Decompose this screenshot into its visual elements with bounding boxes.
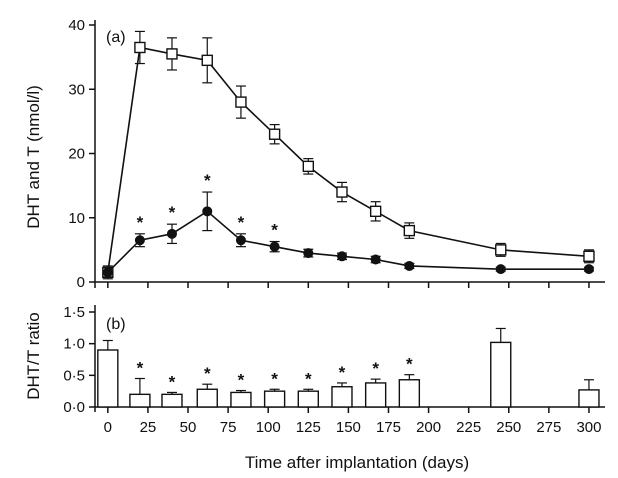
significance-star: * (305, 369, 312, 388)
panel-b-bars: * * * * * * * * * (97, 327, 600, 408)
ratio-bar (578, 389, 600, 408)
significance-star: * (406, 355, 413, 374)
x-tick-label: 50 (180, 419, 197, 436)
panel-b-axes: 0·0 0·5 1·0 1·5 0 25 50 75 100 125 150 175 200 225 250… (63, 304, 605, 436)
panel-b-y-tick-label: 1·5 (63, 304, 85, 321)
significance-star: * (137, 213, 144, 232)
open-square-marker (336, 186, 348, 198)
panel-a-y-tick-label: 30 (68, 81, 85, 98)
x-tick-label: 125 (296, 419, 321, 436)
significance-star: * (169, 372, 176, 391)
ratio-bar (230, 391, 252, 408)
open-square-marker (583, 250, 595, 263)
filled-circle-marker (202, 206, 213, 217)
open-square-marker (134, 41, 146, 54)
significance-star: * (137, 359, 144, 378)
series-line (107, 210, 589, 273)
ratio-bar (364, 382, 387, 408)
panel-b-label: (b) (106, 316, 126, 333)
significance-star: * (271, 369, 278, 388)
x-tick-label: 150 (336, 419, 361, 436)
open-square-marker (302, 160, 315, 173)
x-tick-label: 175 (376, 419, 401, 436)
ratio-bar (97, 349, 119, 408)
significance-star: * (169, 203, 176, 222)
open-square-marker (235, 96, 247, 108)
x-tick-label: 250 (496, 419, 521, 436)
panel-b-y-tick-label: 1·0 (63, 336, 85, 353)
ratio-bar (263, 390, 286, 408)
panel-a-y-tick-label: 20 (68, 146, 85, 163)
filled-circle-marker (404, 260, 415, 271)
filled-circle-marker (370, 254, 381, 265)
filled-circle-marker (336, 251, 347, 262)
open-square-marker (495, 244, 507, 256)
significance-star: * (204, 364, 211, 383)
ratio-bar (398, 379, 421, 408)
x-tick-label: 0 (104, 419, 112, 436)
filled-circle-marker (134, 235, 145, 246)
ratio-bar (196, 388, 218, 408)
x-tick-label: 25 (140, 419, 157, 436)
panel-a-label: (a) (106, 29, 126, 46)
significance-star: * (271, 221, 278, 240)
ratio-bar (297, 390, 320, 408)
x-tick-label: 100 (256, 419, 281, 436)
open-square-marker (268, 128, 281, 140)
x-axis-title: Time after implantation (days) (245, 453, 469, 472)
series-line (107, 46, 590, 273)
filled-circle-marker (235, 235, 246, 246)
significance-star: * (238, 213, 245, 232)
filled-circle-marker (495, 264, 506, 275)
significance-star: * (339, 363, 346, 382)
significance-star: * (238, 371, 245, 390)
panel-a-y-tick-label: 0 (77, 274, 85, 291)
ratio-bar (331, 386, 353, 408)
filled-circle-marker (269, 241, 280, 252)
filled-circle-marker (102, 267, 113, 278)
panel-a-series: * * * * * (102, 30, 595, 280)
ratio-bar (129, 393, 151, 408)
panel-a-y-tick-label: 10 (68, 210, 85, 227)
x-tick-label: 225 (456, 419, 481, 436)
filled-circle-marker (303, 248, 314, 259)
ratio-bar (490, 341, 512, 408)
significance-star: * (204, 171, 211, 190)
open-square-marker (403, 224, 416, 237)
panel-b: 0·0 0·5 1·0 1·5 0 25 50 75 100 125 150 175 200 225 250… (24, 304, 605, 472)
open-square-marker (166, 48, 178, 60)
x-tick-label: 275 (536, 419, 561, 436)
panel-a-ylabel: DHT and T (nmol/l) (24, 85, 43, 229)
panel-b-y-tick-label: 0·5 (63, 367, 85, 384)
filled-circle-marker (583, 264, 594, 275)
panel-b-y-tick-label: 0·0 (63, 399, 85, 416)
x-tick-label: 75 (220, 419, 237, 436)
x-tick-label: 300 (576, 419, 601, 436)
panel-a-y-tick-label: 40 (68, 17, 85, 34)
panel-a: 0 10 20 30 40 * * * * * (a) DHT and T (nmol/l) (24, 17, 605, 291)
panel-b-ylabel: DHT/T ratio (24, 312, 43, 400)
open-square-marker (201, 54, 213, 67)
filled-circle-marker (166, 228, 177, 239)
significance-star: * (372, 359, 379, 378)
ratio-bar (161, 393, 183, 408)
panel-a-axes: 0 10 20 30 40 (68, 17, 605, 291)
x-tick-label: 200 (416, 419, 441, 436)
open-square-marker (369, 205, 382, 218)
